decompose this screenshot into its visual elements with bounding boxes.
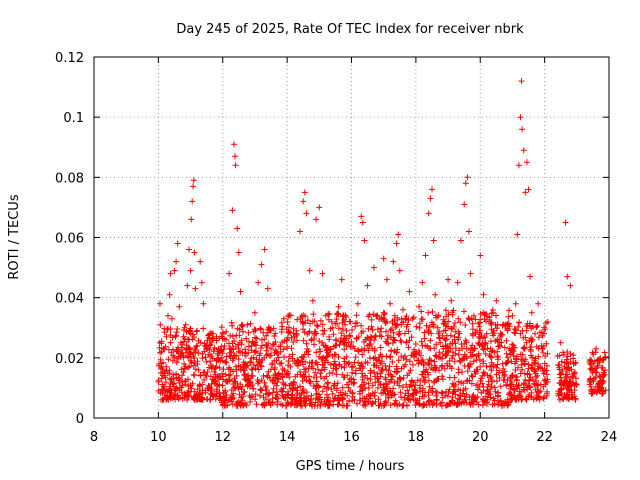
y-tick-label: 0.1	[63, 111, 84, 126]
x-tick-label: 16	[343, 430, 360, 445]
y-tick-label: 0.06	[55, 232, 84, 247]
y-axis-ticks: 0 0.02 0.04 0.06 0.08 0.1 0.12	[55, 51, 609, 427]
y-tick-label: 0.04	[55, 292, 84, 307]
y-tick-label: 0	[76, 412, 84, 427]
x-tick-label: 10	[150, 430, 167, 445]
x-tick-label: 22	[536, 430, 553, 445]
x-tick-label: 18	[408, 430, 425, 445]
x-tick-label: 12	[214, 430, 231, 445]
x-tick-label: 14	[279, 430, 296, 445]
y-tick-label: 0.08	[55, 171, 84, 186]
chart-title: Day 245 of 2025, Rate Of TEC Index for r…	[176, 22, 524, 37]
data-points	[155, 78, 609, 409]
x-axis-label: GPS time / hours	[296, 459, 405, 474]
y-tick-label: 0.02	[55, 352, 84, 367]
x-tick-label: 20	[472, 430, 489, 445]
x-tick-label: 8	[90, 430, 98, 445]
x-axis-ticks: 8 10 12 14 16 18 20 22 24	[90, 57, 617, 445]
y-axis-label: ROTI / TECUs	[7, 194, 22, 279]
roti-plus-markers	[155, 78, 609, 409]
y-tick-label: 0.12	[55, 51, 84, 66]
x-tick-label: 24	[601, 430, 618, 445]
